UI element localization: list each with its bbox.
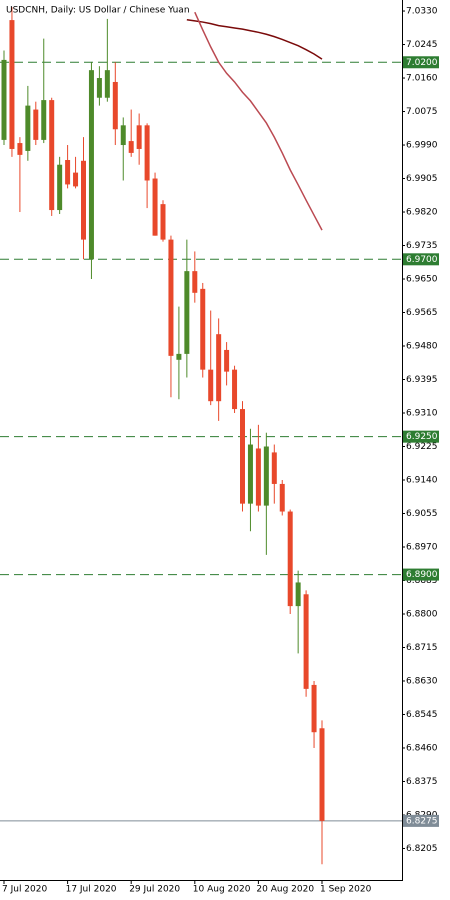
candle-body — [295, 582, 301, 607]
y-tick-label: 6.9140 — [406, 476, 438, 486]
x-tick-label: 1 Sep 2020 — [320, 885, 372, 895]
y-tick-label: 7.0160 — [406, 74, 438, 84]
candle-body — [176, 353, 182, 360]
candle-body — [49, 100, 55, 211]
candle-body — [319, 728, 325, 821]
y-tick-label: 6.9225 — [406, 442, 438, 452]
candle-body — [73, 172, 79, 187]
x-tick-label: 20 Aug 2020 — [256, 885, 314, 895]
candle-body — [112, 81, 118, 130]
y-tick-label: 6.9055 — [406, 509, 438, 519]
candle-body — [208, 369, 214, 402]
candle-body — [41, 100, 47, 140]
candle-body — [81, 160, 86, 240]
candle-body — [88, 70, 94, 260]
y-tick-label: 6.9905 — [406, 174, 438, 184]
x-tick-label: 17 Jul 2020 — [66, 885, 117, 895]
price-tag — [403, 814, 439, 827]
level-label: 7.0200 — [406, 58, 438, 68]
y-tick-label: 6.9395 — [406, 375, 438, 385]
level-tag — [403, 253, 439, 266]
level-tag — [403, 430, 439, 443]
candle-body — [240, 409, 245, 504]
candle-body — [120, 125, 126, 146]
candle-body — [232, 369, 238, 410]
candle-body — [9, 20, 15, 149]
candle-body — [287, 511, 293, 607]
candle-body — [25, 105, 31, 151]
candle-body — [184, 271, 190, 354]
candle-body — [160, 204, 166, 240]
plot-area — [0, 7, 402, 865]
y-tick-label: 6.9650 — [406, 275, 438, 285]
candle-body — [247, 444, 253, 504]
candle-body — [216, 334, 222, 402]
y-tick-label: 6.8205 — [406, 844, 438, 854]
x-tick-label: 10 Aug 2020 — [193, 885, 251, 895]
candle-body — [255, 448, 261, 506]
y-tick-label: 7.0075 — [406, 107, 438, 117]
candle-body — [57, 164, 63, 211]
candle-body — [104, 70, 110, 98]
axis-layer: 7.0330 7.0245 7.0160 7.0075 6.9990 6.9905 6.98… — [2, 7, 439, 895]
candle-body — [224, 349, 230, 372]
y-tick-label: 6.9820 — [406, 208, 438, 218]
y-tick-label: 7.0330 — [406, 7, 438, 17]
level-label: 6.9700 — [406, 255, 438, 265]
level-label: 6.8900 — [406, 570, 438, 580]
candle-body — [152, 178, 158, 236]
candle-body — [192, 271, 198, 293]
level-label: 6.9250 — [406, 432, 438, 442]
candle-body — [65, 160, 71, 185]
y-tick-label: 6.8970 — [406, 542, 438, 552]
candle-body — [136, 125, 142, 149]
y-tick-label: 7.0245 — [406, 40, 438, 50]
x-tick-label: 29 Jul 2020 — [129, 885, 180, 895]
candle-body — [17, 143, 23, 155]
y-tick-label: 6.9480 — [406, 342, 438, 352]
moving-average — [194, 11, 323, 231]
candle-body — [128, 141, 134, 153]
y-tick-label: 6.8375 — [406, 777, 438, 787]
price-label: 6.8275 — [406, 816, 438, 826]
y-tick-label: 6.8800 — [406, 609, 438, 619]
chart-title: USDCNH, Daily: US Dollar / Chinese Yuan — [6, 6, 190, 16]
level-tag — [403, 568, 439, 581]
y-tick-label: 6.8885 — [406, 576, 438, 586]
y-tick-label: 6.9310 — [406, 409, 438, 419]
candle-body — [33, 109, 39, 140]
y-tick-label: 6.9735 — [406, 241, 438, 251]
y-tick-label: 6.8545 — [406, 710, 438, 720]
y-tick-label: 6.9565 — [406, 308, 438, 318]
candle-body — [200, 288, 206, 370]
y-tick-label: 6.8460 — [406, 743, 438, 753]
candle-body — [96, 78, 102, 98]
candle-body — [168, 239, 174, 356]
candle-body — [1, 59, 7, 140]
candle-body — [311, 684, 317, 733]
candle-body — [271, 452, 277, 484]
moving-average — [186, 18, 323, 60]
y-tick-label: 6.8715 — [406, 643, 438, 653]
candle-body — [144, 125, 150, 181]
x-tick-label: 7 Jul 2020 — [2, 885, 47, 895]
y-tick-label: 6.9990 — [406, 141, 438, 151]
candle-body — [279, 483, 285, 512]
level-tag — [403, 56, 439, 69]
y-tick-label: 6.8630 — [406, 676, 438, 686]
candle-body — [303, 594, 309, 689]
candle-body — [263, 446, 269, 506]
